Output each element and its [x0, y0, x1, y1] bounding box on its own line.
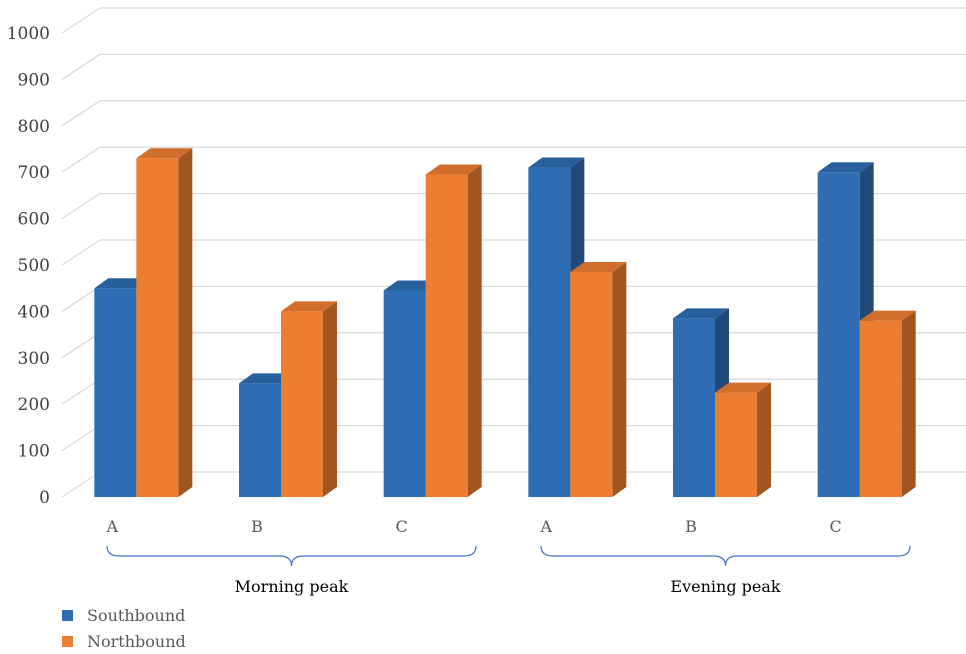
- group-label: Evening peak: [670, 577, 780, 596]
- gridline: [61, 146, 966, 173]
- x-category-label: C: [830, 517, 842, 536]
- y-tick-label: 700: [18, 163, 50, 183]
- bar-northbound: [715, 382, 771, 497]
- gridline: [61, 53, 966, 80]
- bar-northbound: [281, 301, 337, 497]
- bar-northbound: [425, 164, 482, 497]
- group-brace: [540, 545, 911, 567]
- gridline: [61, 192, 966, 220]
- legend-label-southbound: Southbound: [87, 605, 186, 625]
- x-category-label: C: [396, 517, 408, 536]
- legend-swatch-northbound: [62, 635, 73, 647]
- legend-label-northbound: Northbound: [87, 631, 186, 651]
- y-tick-label: 100: [18, 442, 50, 462]
- bars: [94, 148, 916, 497]
- x-category-label: A: [540, 517, 553, 536]
- y-tick-label: 800: [18, 117, 50, 137]
- y-tick-label: 200: [18, 395, 50, 415]
- bar-northbound: [136, 148, 193, 497]
- bar-northbound: [570, 261, 627, 497]
- x-category-label: B: [685, 517, 697, 536]
- legend-item-southbound: Southbound: [62, 602, 186, 628]
- group-labels: Morning peak Evening peak: [106, 545, 911, 596]
- x-category-label: A: [106, 517, 119, 536]
- legend-item-northbound: Northbound: [62, 628, 186, 654]
- legend-swatch-southbound: [62, 609, 73, 621]
- y-tick-label: 1000: [7, 24, 50, 44]
- y-tick-label: 400: [18, 302, 50, 322]
- x-category-label: B: [251, 517, 263, 536]
- y-tick-label: 900: [18, 70, 50, 90]
- legend: Southbound Northbound: [62, 602, 186, 654]
- gridline: [61, 239, 966, 266]
- y-tick-label: 500: [18, 256, 50, 276]
- group-brace: [106, 545, 477, 567]
- y-tick-label: 0: [39, 488, 50, 508]
- gridline: [61, 7, 966, 34]
- gridline: [61, 100, 966, 127]
- bar-northbound: [859, 310, 916, 497]
- y-tick-label: 600: [18, 210, 50, 230]
- group-label: Morning peak: [235, 577, 349, 596]
- y-tick-label: 300: [18, 349, 50, 369]
- y-axis-tick-labels: 0 100 200 300 400 500 600 700 800 900 1000: [7, 24, 50, 508]
